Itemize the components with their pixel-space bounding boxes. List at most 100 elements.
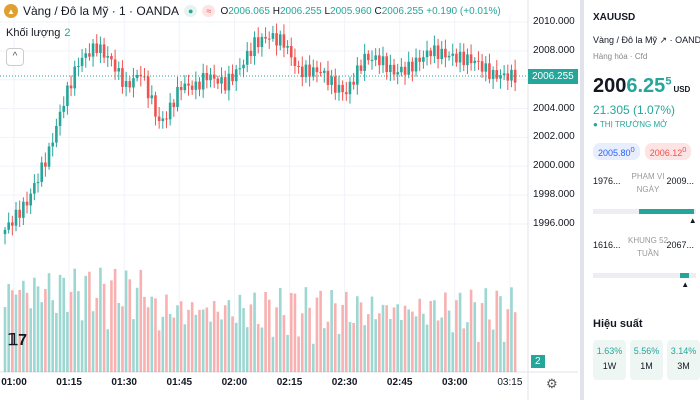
ohlc-values: O2006.065 H2006.255 L2005.960 C2006.255 … [220, 6, 500, 17]
volume-bar [234, 322, 238, 372]
volume-bar [271, 336, 275, 372]
external-link-icon[interactable]: ↗ [659, 35, 668, 45]
performance-card-3m[interactable]: 3.14% 3M [667, 340, 700, 380]
volume-bar [194, 314, 198, 372]
candle-body [308, 64, 311, 77]
candle-body [491, 70, 495, 79]
candle-body [499, 75, 502, 79]
volume-bar [418, 298, 422, 372]
volume-bar [205, 307, 209, 372]
performance-card-1m[interactable]: 5.56% 1M [630, 340, 663, 380]
candle-body [385, 56, 388, 73]
volume-bar [216, 311, 220, 372]
bid-price[interactable]: 2005.800 [593, 143, 640, 160]
volume-bar [433, 300, 436, 372]
volume-bar [135, 287, 139, 372]
candle-body [95, 43, 99, 54]
open-label: O [220, 5, 229, 17]
candle-body [322, 70, 326, 73]
volume-bar [477, 341, 480, 372]
candle-body [47, 146, 51, 167]
chart-legend: ▲ Vàng / Đô la Mỹ · 1 · OANDA ● ≈ O2006.… [4, 4, 501, 18]
volume-bar [264, 291, 267, 372]
volume-bar [227, 300, 231, 372]
candle-body [330, 76, 333, 85]
collapse-legend-button[interactable]: ^ [6, 48, 24, 66]
high-label: H [272, 5, 280, 17]
candle-body [289, 45, 293, 58]
volume-bar [201, 309, 205, 372]
candle-body [462, 51, 466, 66]
volume-bar [352, 322, 355, 372]
volume-bar [165, 294, 168, 372]
volume-bar [40, 302, 43, 372]
chart-canvas[interactable] [0, 0, 578, 400]
current-price: 2006.255USD [593, 75, 691, 97]
candle-body [267, 38, 271, 40]
candle-body [429, 50, 433, 57]
volume-bar [62, 277, 66, 372]
candle-body [172, 102, 176, 108]
candle-body [337, 84, 341, 93]
close-label: C [374, 5, 382, 17]
candle-body [433, 45, 436, 57]
ask-price[interactable]: 2006.120 [644, 143, 692, 160]
symbol-code[interactable]: XAUUSD [593, 12, 636, 23]
symbol-desc-text: Vàng / Đô la Mỹ [593, 35, 658, 45]
candle-body [168, 102, 172, 120]
volume-bar [491, 329, 495, 372]
market-open-dot-icon[interactable]: ● [184, 5, 198, 17]
candle-body [51, 142, 55, 147]
price-chart[interactable]: ▲ Vàng / Đô la Mỹ · 1 · OANDA ● ≈ O2006.… [0, 0, 578, 400]
candle-body [198, 81, 201, 90]
candle-body [36, 181, 40, 184]
settings-gear-icon[interactable]: ⚙ [546, 376, 558, 391]
candle-body [227, 73, 231, 91]
delay-icon[interactable]: ≈ [202, 5, 216, 17]
volume-bar [154, 298, 157, 372]
volume-bar [289, 292, 293, 372]
volume-bar [11, 290, 14, 372]
volume-bar [345, 291, 348, 372]
performance-card-1w[interactable]: 1.63% 1W [593, 340, 626, 380]
volume-bar [25, 292, 29, 372]
volume-bar [44, 289, 47, 372]
volume-bar [400, 320, 403, 372]
candle-body [209, 74, 212, 81]
tradingview-logo-icon[interactable]: 𝟙7 [8, 332, 28, 349]
volume-legend[interactable]: Khối lượng 2 [6, 27, 70, 39]
volume-bar [367, 314, 370, 372]
candle-body [466, 54, 469, 66]
symbol-title[interactable]: Vàng / Đô la Mỹ · 1 · OANDA [23, 4, 180, 18]
day-range: 1976... PHẠM VI NGÀY 2009... ▲ [593, 168, 700, 225]
y-tick-label: 1998.000 [533, 189, 575, 201]
volume-bar [7, 284, 10, 372]
volume-bar [223, 305, 227, 372]
volume-bar [440, 317, 444, 372]
candle-body [55, 125, 58, 143]
price-change: 21.305 (1.07%) [593, 103, 676, 117]
candle-body [245, 50, 249, 65]
candle-body [447, 55, 451, 58]
volume-bar [319, 290, 322, 372]
candle-body [348, 81, 352, 95]
volume-bar [278, 288, 282, 372]
candle-body [25, 201, 29, 206]
candle-body [381, 56, 385, 66]
candle-body [352, 81, 355, 85]
volume-bar [106, 329, 110, 372]
candle-body [400, 66, 403, 73]
candle-body [451, 53, 455, 56]
candle-body [88, 53, 91, 57]
candle-body [113, 59, 117, 72]
volume-bar [36, 286, 40, 372]
volume-bar [3, 307, 7, 372]
volume-tag: 2 [531, 355, 545, 368]
volume-bar [304, 287, 308, 372]
volume-bar [161, 316, 165, 372]
volume-bar [348, 322, 352, 372]
candle-body [194, 81, 198, 90]
candle-body [179, 86, 183, 91]
volume-bar [422, 313, 425, 372]
candle-body [253, 37, 256, 57]
